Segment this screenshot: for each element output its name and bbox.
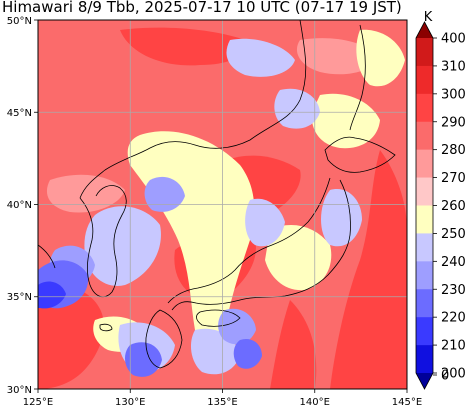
lat-tick-label: 45°N [7, 108, 32, 119]
colorbar-segment [416, 149, 433, 178]
colorbar-tick-label: 310 [441, 59, 466, 74]
hot-region-north [120, 27, 246, 66]
colorbar-segment [416, 233, 433, 262]
cold-cloud-korea [84, 206, 161, 286]
colorbar-segment [416, 261, 433, 290]
colorbar-tick-label: 280 [441, 143, 466, 158]
colorbar-segment [416, 289, 433, 318]
lat-tick-label: 35°N [7, 292, 32, 303]
lon-tick-label: 140°E [300, 397, 330, 408]
coastlines [38, 20, 396, 369]
coast-china [38, 244, 56, 269]
lon-tick-label: 130°E [115, 397, 145, 408]
lon-tick-label: 125°E [23, 397, 53, 408]
coast-russia [79, 20, 307, 199]
cold-cloud-honshu-1 [245, 198, 285, 247]
colorbar-segment [416, 317, 433, 346]
colorbar-tick-label: 290 [441, 115, 466, 130]
colorbar-tick-label: 300 [441, 87, 466, 102]
cloud-band-east [356, 29, 405, 87]
deep-convection-3 [233, 338, 262, 369]
colorbar-segment [416, 177, 433, 206]
colorbar-tick-label: 270 [441, 171, 466, 186]
colorbar-tick-label: 250 [441, 227, 466, 242]
colorbar-tick-label: 200 [441, 367, 466, 382]
colorbar-unit: K [424, 10, 433, 25]
colorbar-tick-label: 230 [441, 283, 466, 298]
coast-hokkaido [324, 136, 396, 173]
coast-honshu [171, 179, 351, 311]
colorbar-segment [416, 38, 433, 67]
coast-honshu-west [167, 177, 331, 304]
colorbar-tick-label: 220 [441, 311, 466, 326]
cold-cloud-north [226, 38, 295, 77]
colorbar-tick-label: 0 [441, 369, 449, 384]
colorbar-tick-label: 240 [441, 255, 466, 270]
lat-tick-label: 40°N [7, 200, 32, 211]
lat-tick-label: 50°N [7, 16, 32, 27]
colorbar-segment [416, 65, 433, 95]
hot-region-south-pacific [270, 300, 317, 389]
colorbar-tick-label: 260 [441, 199, 466, 214]
tick-marks [34, 19, 408, 393]
colorbar-tick-label: 400 [441, 32, 466, 47]
coast-jeju [99, 323, 113, 332]
hot-region-west-sea [38, 290, 104, 389]
colorbar-extend-max [416, 22, 433, 38]
coast-korea [79, 185, 127, 298]
warm-patch-1 [46, 174, 125, 213]
colder-cloud-3 [218, 308, 256, 345]
cloud-band-north-japan [311, 93, 380, 149]
lon-tick-label: 135°E [207, 397, 237, 408]
colorbar-segment [416, 205, 433, 234]
graticule [38, 20, 407, 389]
map-panel[interactable] [38, 20, 407, 389]
colorbar-segment [416, 345, 433, 374]
colorbar-extend-min [416, 373, 433, 389]
map-title: Himawari 8/9 Tbb, 2025-07-17 10 UTC (07-… [2, 0, 402, 16]
lon-tick-label: 145°E [392, 397, 422, 408]
lat-tick-label: 30°N [7, 385, 32, 396]
colorbar-segment [416, 121, 433, 150]
deep-convection-core [38, 281, 66, 309]
coast-kyushu [145, 309, 183, 369]
cold-cloud-east [274, 88, 320, 129]
hot-region-east-sea [330, 150, 407, 389]
colorbar-segment [416, 93, 433, 123]
colder-cloud-2 [144, 176, 185, 212]
cold-cloud-honshu-2 [321, 189, 362, 247]
colorbar-tick-label: 210 [441, 339, 466, 354]
deep-convection-2 [124, 342, 162, 377]
coast-sakhalin [349, 24, 366, 131]
